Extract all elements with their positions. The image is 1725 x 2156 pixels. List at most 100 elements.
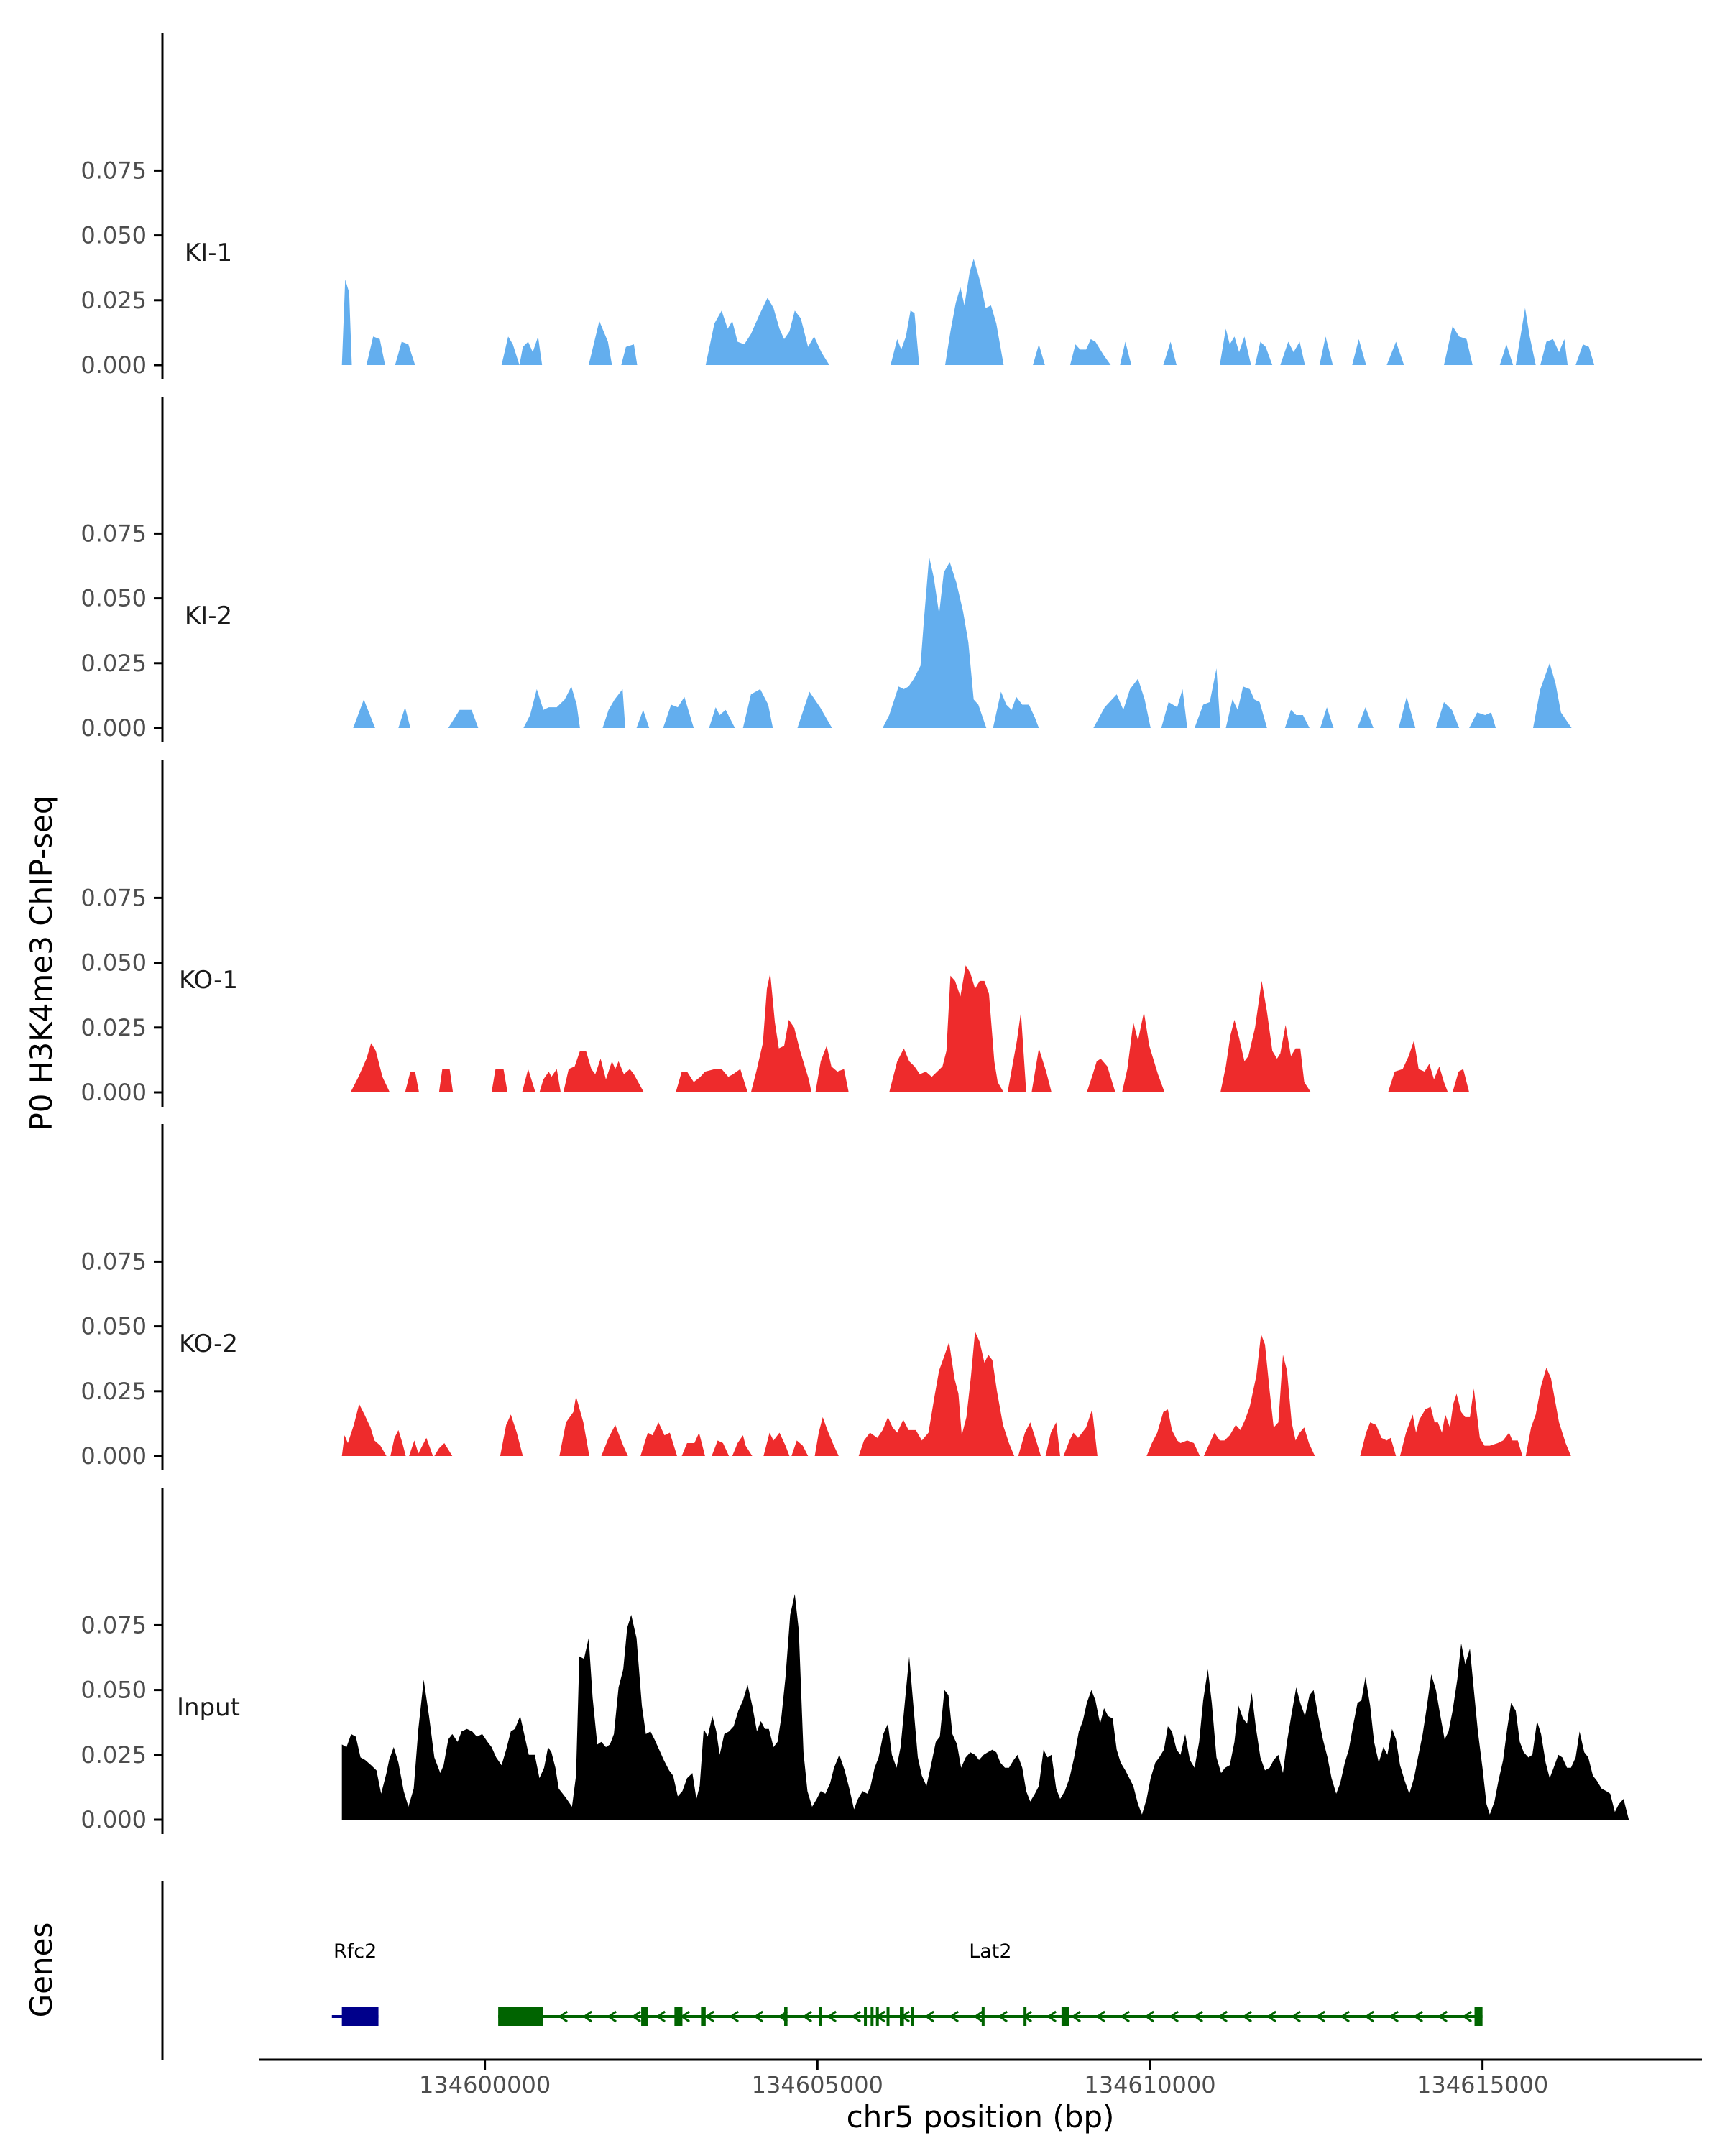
strand-chevron bbox=[753, 2010, 763, 2023]
track-ko-1: 0.000 0.025 0.050 0.075 KO-1 bbox=[80, 760, 1470, 1107]
strand-chevron bbox=[851, 2010, 861, 2023]
strand-chevron bbox=[1242, 2010, 1252, 2023]
gene-label: Rfc2 bbox=[334, 1940, 377, 1963]
gene-exon bbox=[641, 2007, 648, 2026]
gene-exon bbox=[911, 2007, 914, 2026]
track-ki-1: 0.000 0.025 0.050 0.075 KI-1 bbox=[80, 33, 1595, 379]
gene-exon bbox=[900, 2007, 904, 2026]
x-axis: 134600000 134605000 134610000 134615000 bbox=[259, 2058, 1702, 2099]
strand-chevron bbox=[1413, 2010, 1423, 2023]
strand-chevron bbox=[924, 2010, 934, 2023]
gene-exon bbox=[870, 2007, 874, 2026]
gene-exon bbox=[875, 2007, 879, 2026]
strand-chevron bbox=[1340, 2010, 1350, 2023]
strand-chevron bbox=[827, 2010, 837, 2023]
strand-chevron bbox=[949, 2010, 959, 2023]
y-axis-title: P0 H3K4me3 ChIP-seq bbox=[24, 795, 59, 1130]
y-tick-label: 0.075 bbox=[80, 157, 147, 184]
gene-exon bbox=[981, 2007, 985, 2026]
y-tick-label: 0.050 bbox=[80, 1677, 147, 1704]
strand-chevron bbox=[1438, 2010, 1448, 2023]
track-label: KI-2 bbox=[185, 602, 232, 630]
gene-rfc2: Rfc2 bbox=[331, 1940, 379, 2026]
strand-chevron bbox=[973, 2010, 983, 2023]
strand-chevron bbox=[1120, 2010, 1130, 2023]
gene-exon bbox=[864, 2007, 868, 2026]
coverage-area bbox=[353, 556, 1572, 728]
coverage-tracks: 0.0000.0250.0500.075KI-10.0000.0250.0500… bbox=[80, 33, 1629, 1834]
strand-chevron bbox=[656, 2010, 666, 2023]
strand-chevron bbox=[558, 2010, 568, 2023]
x-tick-label: 134615000 bbox=[1417, 2071, 1548, 2099]
track-ki-2: 0.000 0.025 0.050 0.075 KI-2 bbox=[80, 397, 1572, 742]
y-tick-label: 0.050 bbox=[80, 949, 147, 977]
gene-label: Lat2 bbox=[969, 1940, 1011, 1963]
strand-chevron bbox=[1291, 2010, 1301, 2023]
x-axis-title: chr5 position (bp) bbox=[847, 2099, 1115, 2134]
y-tick-label: 0.050 bbox=[80, 222, 147, 249]
y-tick-label: 0.000 bbox=[80, 1079, 147, 1106]
strand-chevron bbox=[1144, 2010, 1154, 2023]
strand-chevron bbox=[1193, 2010, 1203, 2023]
y-tick-label: 0.025 bbox=[80, 1741, 147, 1769]
gene-lat2: Lat2 bbox=[498, 1940, 1483, 2026]
gene-exon bbox=[819, 2007, 822, 2026]
strand-chevron bbox=[1218, 2010, 1228, 2023]
strand-chevron bbox=[1095, 2010, 1105, 2023]
y-tick-label: 0.000 bbox=[80, 1442, 147, 1470]
gene-exon bbox=[1061, 2007, 1070, 2026]
y-tick-label: 0.000 bbox=[80, 714, 147, 742]
strand-chevron bbox=[1389, 2010, 1399, 2023]
strand-chevron bbox=[582, 2010, 592, 2023]
genes-axis-title: Genes bbox=[24, 1922, 59, 2018]
gene-exon bbox=[1024, 2007, 1027, 2026]
gene-exon bbox=[341, 2007, 379, 2026]
gene-exon bbox=[886, 2007, 890, 2026]
strand-chevron bbox=[1046, 2010, 1057, 2023]
strand-chevron bbox=[1364, 2010, 1374, 2023]
strand-chevron bbox=[704, 2010, 714, 2023]
coverage-area bbox=[341, 259, 1595, 365]
coverage-area bbox=[350, 965, 1470, 1092]
track-label: Input bbox=[177, 1693, 240, 1722]
track-label: KO-1 bbox=[179, 966, 238, 995]
coverage-area bbox=[341, 1594, 1629, 1820]
track-ko-2: 0.000 0.025 0.050 0.075 KO-2 bbox=[80, 1124, 1571, 1470]
y-tick-label: 0.000 bbox=[80, 351, 147, 379]
strand-chevron bbox=[607, 2010, 617, 2023]
y-tick-label: 0.025 bbox=[80, 1014, 147, 1041]
y-tick-label: 0.000 bbox=[80, 1806, 147, 1833]
y-tick-label: 0.075 bbox=[80, 520, 147, 547]
strand-chevron bbox=[1071, 2010, 1081, 2023]
x-tick-label: 134600000 bbox=[419, 2071, 551, 2099]
strand-chevron bbox=[1315, 2010, 1325, 2023]
y-tick-label: 0.075 bbox=[80, 1248, 147, 1275]
y-tick-label: 0.050 bbox=[80, 1313, 147, 1340]
strand-chevron bbox=[998, 2010, 1008, 2023]
strand-chevron bbox=[1462, 2010, 1472, 2023]
track-input: 0.000 0.025 0.050 0.075 Input bbox=[80, 1488, 1629, 1834]
y-tick-label: 0.025 bbox=[80, 650, 147, 677]
gene-track: Rfc2 Lat2 bbox=[161, 1881, 1483, 2060]
gene-exon bbox=[498, 2007, 543, 2026]
y-tick-label: 0.025 bbox=[80, 287, 147, 314]
gene-exon bbox=[701, 2007, 706, 2026]
coverage-area bbox=[341, 1331, 1571, 1456]
y-tick-label: 0.075 bbox=[80, 884, 147, 911]
strand-chevron bbox=[802, 2010, 812, 2023]
y-tick-label: 0.025 bbox=[80, 1378, 147, 1405]
strand-chevron bbox=[631, 2010, 641, 2023]
x-tick-label: 134610000 bbox=[1084, 2071, 1215, 2099]
gene-exon bbox=[784, 2007, 788, 2026]
gene-exon bbox=[1474, 2007, 1483, 2026]
gene-exon bbox=[674, 2007, 683, 2026]
track-label: KO-2 bbox=[179, 1330, 238, 1358]
y-tick-label: 0.050 bbox=[80, 585, 147, 612]
strand-chevron bbox=[729, 2010, 739, 2023]
strand-chevron bbox=[1266, 2010, 1276, 2023]
strand-chevron bbox=[1169, 2010, 1179, 2023]
x-tick-label: 134605000 bbox=[752, 2071, 883, 2099]
y-tick-label: 0.075 bbox=[80, 1611, 147, 1639]
track-label: KI-1 bbox=[185, 239, 232, 267]
